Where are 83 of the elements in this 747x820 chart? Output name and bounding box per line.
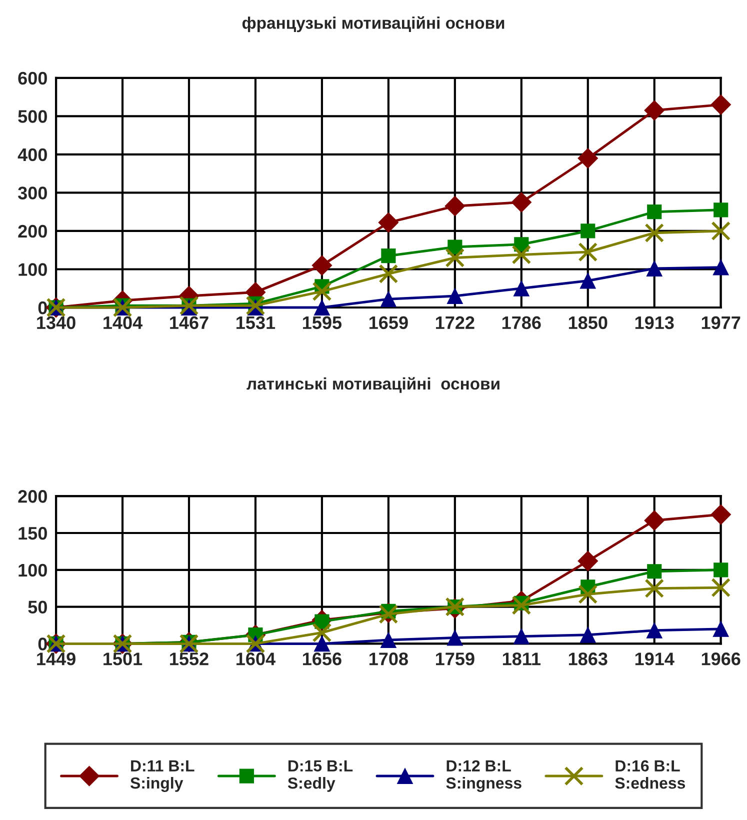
x-tick-label: 1604 xyxy=(236,652,276,666)
x-tick-label: 1708 xyxy=(369,652,408,666)
x-tick-label: 1850 xyxy=(568,316,608,330)
point xyxy=(646,260,662,276)
x-tick-label: 1656 xyxy=(303,652,342,666)
x-tick-label: 1552 xyxy=(170,652,208,666)
y-tick-label: 0 xyxy=(38,638,47,650)
y-tick-label: 500 xyxy=(18,110,47,123)
x-tick-label: 1786 xyxy=(502,316,541,330)
point xyxy=(378,212,399,233)
point xyxy=(446,288,463,304)
point xyxy=(380,291,396,308)
point xyxy=(444,196,466,216)
point xyxy=(714,202,728,218)
point xyxy=(578,148,598,168)
point xyxy=(512,596,532,616)
point xyxy=(312,622,332,642)
point xyxy=(644,578,664,598)
chart-title: латинські мотиваційні основи xyxy=(246,377,500,393)
point xyxy=(378,264,398,284)
point xyxy=(644,100,665,121)
point xyxy=(647,204,662,220)
y-tick-label: 200 xyxy=(18,224,47,238)
y-tick-label: 150 xyxy=(18,526,47,540)
x-tick-label: 1531 xyxy=(236,316,276,330)
point xyxy=(644,510,665,531)
point xyxy=(712,259,729,276)
x-tick-label: 1914 xyxy=(635,652,674,666)
x-tick-label: 1759 xyxy=(436,652,474,666)
point xyxy=(710,94,732,115)
x-tick-label: 1501 xyxy=(104,652,142,666)
x-tick-label: 1659 xyxy=(369,316,408,330)
y-tick-label: 100 xyxy=(18,263,47,276)
x-tick-label: 1449 xyxy=(37,652,76,666)
point xyxy=(512,244,532,264)
legend-label: D:16 B:L S:edness xyxy=(615,760,686,789)
point xyxy=(580,626,596,643)
x-tick-label: 1977 xyxy=(702,316,740,330)
point xyxy=(513,280,530,296)
y-tick-label: 400 xyxy=(18,148,47,162)
x-tick-label: 1467 xyxy=(170,316,208,330)
point xyxy=(714,562,728,578)
y-tick-label: 50 xyxy=(28,600,47,614)
point xyxy=(513,628,530,644)
point xyxy=(246,296,266,316)
x-tick-label: 1340 xyxy=(37,316,76,330)
point xyxy=(312,282,332,302)
x-tick-label: 1966 xyxy=(702,652,740,666)
x-tick-label: 1811 xyxy=(502,652,540,666)
point xyxy=(712,620,729,637)
point xyxy=(314,636,330,652)
point xyxy=(446,630,463,646)
x-tick-label: 1913 xyxy=(635,316,674,330)
y-tick-label: 200 xyxy=(18,490,47,503)
chart-title: французькі мотиваційні основи xyxy=(242,16,504,32)
point xyxy=(312,255,332,276)
legend-label: D:15 B:L S:edly xyxy=(288,760,353,792)
x-tick-label: 1595 xyxy=(303,316,342,330)
point xyxy=(511,192,532,212)
x-tick-label: 1863 xyxy=(568,652,608,666)
legend-label: D:12 B:L S:ingness xyxy=(446,760,522,792)
point xyxy=(711,578,731,598)
x-tick-label: 1404 xyxy=(104,316,142,330)
point xyxy=(578,584,598,604)
point xyxy=(445,248,465,268)
point xyxy=(711,221,731,241)
legend-label: D:11 B:L S:ingly xyxy=(130,760,194,792)
point xyxy=(647,564,662,579)
point xyxy=(380,632,396,648)
x-tick-label: 1722 xyxy=(436,316,474,329)
point xyxy=(580,224,596,238)
point xyxy=(710,504,732,525)
y-tick-label: 100 xyxy=(18,564,47,577)
point xyxy=(580,272,596,289)
point xyxy=(578,242,598,262)
y-tick-label: 0 xyxy=(38,301,47,314)
point xyxy=(381,248,396,264)
y-tick-label: 300 xyxy=(18,186,47,200)
point xyxy=(646,622,662,638)
y-tick-label: 600 xyxy=(18,72,47,85)
point xyxy=(578,550,598,572)
point xyxy=(644,223,664,243)
point xyxy=(314,300,330,316)
